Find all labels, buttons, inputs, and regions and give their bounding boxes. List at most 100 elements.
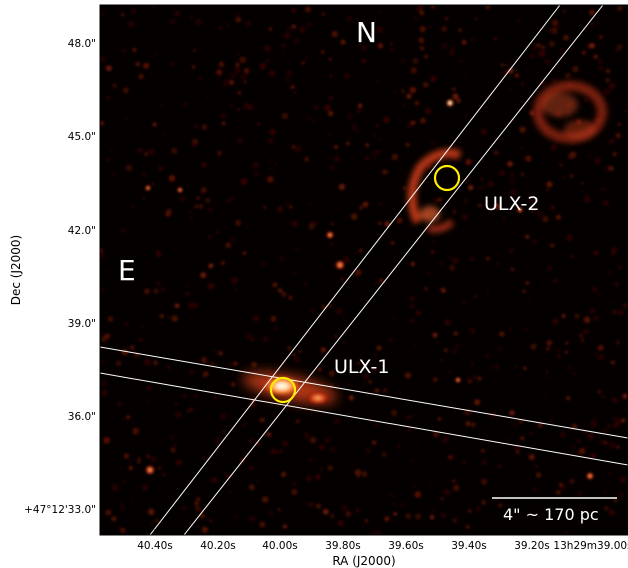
noise-speckle xyxy=(624,109,628,113)
noise-speckle xyxy=(100,254,104,259)
noise-speckle xyxy=(531,207,536,212)
noise-speckle xyxy=(465,524,470,530)
noise-speckle xyxy=(281,43,286,48)
noise-speckle xyxy=(405,142,410,147)
noise-speckle xyxy=(375,149,381,155)
noise-speckle xyxy=(266,405,269,407)
noise-speckle xyxy=(374,388,380,393)
noise-speckle xyxy=(373,156,378,161)
noise-speckle xyxy=(320,347,327,353)
noise-speckle xyxy=(233,514,238,520)
noise-speckle xyxy=(225,242,232,249)
noise-speckle xyxy=(163,133,167,136)
noise-speckle xyxy=(550,144,557,151)
noise-speckle xyxy=(181,506,187,511)
noise-speckle xyxy=(131,8,137,14)
y-axis-label: Dec (J2000) xyxy=(9,235,23,305)
noise-speckle xyxy=(532,192,534,195)
noise-speckle xyxy=(350,213,358,220)
noise-speckle xyxy=(137,148,142,153)
noise-speckle xyxy=(383,388,387,392)
noise-speckle xyxy=(174,11,180,17)
noise-speckle xyxy=(129,344,135,350)
noise-speckle xyxy=(155,519,159,523)
noise-speckle xyxy=(329,95,333,100)
noise-speckle xyxy=(196,497,201,502)
noise-speckle xyxy=(263,205,267,210)
noise-speckle xyxy=(252,314,259,322)
noise-speckle xyxy=(402,186,407,191)
noise-speckle xyxy=(327,246,330,249)
noise-speckle xyxy=(174,403,178,406)
noise-speckle xyxy=(201,162,207,168)
noise-speckle xyxy=(455,343,460,348)
noise-speckle xyxy=(410,414,414,418)
noise-speckle xyxy=(231,277,238,284)
noise-speckle xyxy=(249,466,254,471)
noise-speckle xyxy=(529,53,535,59)
noise-speckle xyxy=(193,123,199,129)
noise-speckle xyxy=(625,102,628,105)
noise-speckle xyxy=(614,282,619,287)
noise-speckle xyxy=(338,183,346,190)
noise-speckle xyxy=(228,363,232,368)
noise-speckle xyxy=(519,126,526,133)
noise-speckle xyxy=(430,506,437,513)
noise-speckle xyxy=(293,356,301,363)
slit-diagonal-edge-1 xyxy=(149,5,561,535)
noise-speckle xyxy=(414,344,417,347)
x-tick-label: 39.80s xyxy=(325,540,361,552)
noise-speckle xyxy=(431,5,436,9)
noise-speckle xyxy=(220,112,227,119)
noise-speckle xyxy=(235,62,241,68)
noise-speckle xyxy=(291,488,298,495)
noise-speckle xyxy=(593,325,595,327)
noise-speckle xyxy=(616,44,623,50)
noise-speckle xyxy=(597,43,600,47)
noise-speckle xyxy=(410,459,414,463)
noise-speckle xyxy=(230,237,236,242)
noise-speckle xyxy=(300,510,302,513)
noise-speckle xyxy=(469,327,476,334)
noise-speckle xyxy=(510,173,514,177)
noise-speckle xyxy=(409,225,411,228)
noise-speckle xyxy=(482,185,485,189)
noise-speckle xyxy=(500,63,505,67)
noise-speckle xyxy=(200,272,207,279)
noise-speckle xyxy=(251,338,255,342)
noise-speckle xyxy=(218,351,223,356)
noise-speckle xyxy=(351,124,358,131)
y-tick-label: 45.0" xyxy=(68,131,96,143)
noise-speckle xyxy=(524,234,530,240)
noise-speckle xyxy=(241,254,244,257)
ring-nebula-ne xyxy=(533,81,607,143)
noise-speckle xyxy=(470,422,477,428)
noise-speckle xyxy=(601,427,609,434)
noise-speckle xyxy=(452,93,459,100)
noise-speckle xyxy=(281,471,287,477)
noise-speckle xyxy=(497,464,502,468)
noise-speckle xyxy=(198,203,204,209)
noise-speckle xyxy=(246,333,254,340)
noise-speckle xyxy=(101,12,104,16)
noise-speckle xyxy=(143,62,150,69)
noise-speckle xyxy=(569,151,577,158)
y-tick-label: 48.0" xyxy=(68,38,96,50)
noise-speckle xyxy=(356,130,360,134)
noise-speckle xyxy=(246,20,252,27)
noise-speckle xyxy=(228,490,231,494)
noise-speckle xyxy=(153,360,158,366)
noise-speckle xyxy=(307,116,312,121)
noise-speckle xyxy=(402,103,405,106)
noise-speckle xyxy=(462,214,468,220)
noise-speckle xyxy=(293,271,298,276)
noise-speckle xyxy=(107,316,114,322)
noise-speckle xyxy=(236,12,240,16)
noise-speckle xyxy=(531,45,538,51)
noise-speckle xyxy=(361,45,367,51)
noise-speckle xyxy=(142,197,145,200)
y-axis-ticks: 48.0" 45.0" 42.0" 39.0" 36.0" +47°12'33.0" xyxy=(24,38,106,516)
noise-speckle xyxy=(307,342,309,345)
noise-speckle xyxy=(220,260,225,266)
